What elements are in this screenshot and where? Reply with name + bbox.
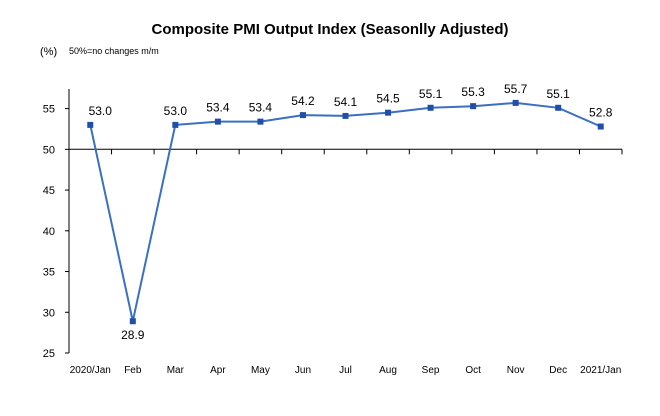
y-tick-label: 40 [43,226,55,238]
data-label: 54.2 [291,94,315,108]
data-label: 53.4 [206,101,230,115]
data-point [470,103,477,110]
series-composite-pmi [87,99,604,325]
x-tick-label: Nov [507,365,525,376]
data-point [597,123,604,130]
data-point [555,104,562,111]
x-tick-label: Aug [379,365,397,376]
y-tick-label: 45 [43,185,55,197]
data-point [512,99,519,106]
x-tick-label: Jun [295,365,311,376]
y-tick-label: 35 [43,267,55,279]
chart-note: 50%=no changes m/m [69,46,159,56]
y-tick-label: 55 [43,104,55,116]
x-tick-label: Oct [465,365,481,376]
y-tick-label: 25 [43,348,55,360]
y-tick-label: 50 [43,144,55,156]
x-tick-label: Apr [210,365,226,376]
data-point [299,112,306,119]
data-label: 53.0 [89,104,113,118]
data-point [87,121,94,128]
data-point [427,104,434,111]
x-tick-label: Sep [422,365,440,376]
x-tick-label: Jul [339,365,352,376]
x-tick-label: 2021/Jan [580,365,621,376]
data-label: 52.8 [589,106,613,120]
data-label: 28.9 [121,328,145,342]
data-label: 53.0 [164,104,188,118]
data-label: 55.7 [504,82,528,96]
data-label: 54.5 [376,92,400,106]
data-point [257,118,264,125]
data-label: 53.4 [249,101,273,115]
data-label: 55.1 [419,87,443,101]
x-tick-label: May [251,365,270,376]
data-label: 54.1 [334,95,358,109]
data-label: 55.1 [547,87,571,101]
x-axis-ticks: 2020/Jan Feb Mar Apr May Jun Jul Aug Sep Oct Nov De… [68,149,623,376]
data-label: 55.3 [461,85,485,99]
data-point [214,118,221,125]
y-axis-ticks: 25 30 35 40 45 50 55 [43,104,69,360]
data-labels: 53.0 28.9 53.0 53.4 53.4 54.2 54.1 54.5 55.1 55.3… [89,82,613,342]
data-point [172,121,179,128]
series-line [89,101,602,322]
x-tick-label: 2020/Jan [70,365,111,376]
y-tick-label: 30 [43,307,55,319]
x-tick-label: Dec [549,365,567,376]
y-unit-label: (%) [40,46,57,58]
data-point [342,112,349,119]
x-tick-label: Mar [167,365,185,376]
x-tick-label: Feb [124,365,142,376]
data-point [129,318,136,325]
data-point [385,109,392,116]
chart-title: Composite PMI Output Index (Seasonlly Ad… [152,21,509,38]
